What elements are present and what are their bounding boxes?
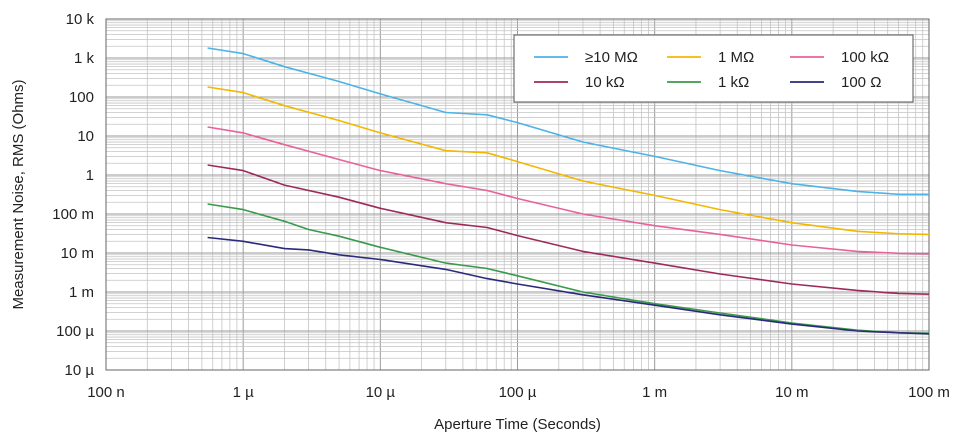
series-line-3	[207, 164, 930, 295]
x-tick-labels: 100 n 1 µ 10 µ 100 µ 1 m 10 m 100 m	[87, 384, 950, 401]
y-tick-label: 100 m	[52, 206, 94, 223]
x-tick-label: 10 m	[775, 384, 808, 401]
y-axis-title: Measurement Noise, RMS (Ohms)	[10, 79, 27, 309]
series-lines	[207, 47, 930, 335]
y-tick-labels: 10 µ 100 µ 1 m 10 m 100 m 1 10 100 1 k 10 k	[52, 11, 94, 379]
y-tick-label: 100	[69, 89, 94, 106]
legend-label: ≥10 MΩ	[585, 49, 638, 66]
y-tick-label: 10 µ	[65, 362, 95, 379]
series-line-5	[207, 236, 930, 335]
series-line-2	[207, 126, 930, 255]
y-tick-label: 1 m	[69, 284, 94, 301]
y-tick-label: 10	[77, 128, 94, 145]
x-tick-label: 1 m	[642, 384, 667, 401]
legend-label: 1 MΩ	[718, 49, 754, 66]
x-tick-label: 10 µ	[366, 384, 396, 401]
series-line-0	[207, 47, 929, 196]
y-tick-label: 10 m	[61, 245, 94, 262]
y-tick-label: 1 k	[74, 50, 95, 67]
legend-label: 100 Ω	[841, 74, 881, 91]
legend-label: 10 kΩ	[585, 74, 625, 91]
x-axis-title: Aperture Time (Seconds)	[434, 416, 601, 433]
x-tick-label: 100 µ	[499, 384, 537, 401]
series-line-4	[207, 203, 930, 334]
legend-label: 100 kΩ	[841, 49, 889, 66]
legend-box	[513, 34, 914, 103]
y-tick-label: 100 µ	[56, 323, 94, 340]
legend-items: ≥10 MΩ 1 MΩ 100 kΩ 10 kΩ 1 kΩ 100 Ω	[534, 49, 889, 91]
series-line-1	[207, 86, 930, 236]
legend-label: 1 kΩ	[718, 74, 749, 91]
x-tick-label: 1 µ	[233, 384, 255, 401]
y-tick-label: 10 k	[66, 11, 95, 28]
x-tick-label: 100 n	[87, 384, 125, 401]
legend: ≥10 MΩ 1 MΩ 100 kΩ 10 kΩ 1 kΩ 100 Ω	[513, 34, 914, 103]
y-tick-label: 1	[86, 167, 94, 184]
x-tick-label: 100 m	[908, 384, 950, 401]
